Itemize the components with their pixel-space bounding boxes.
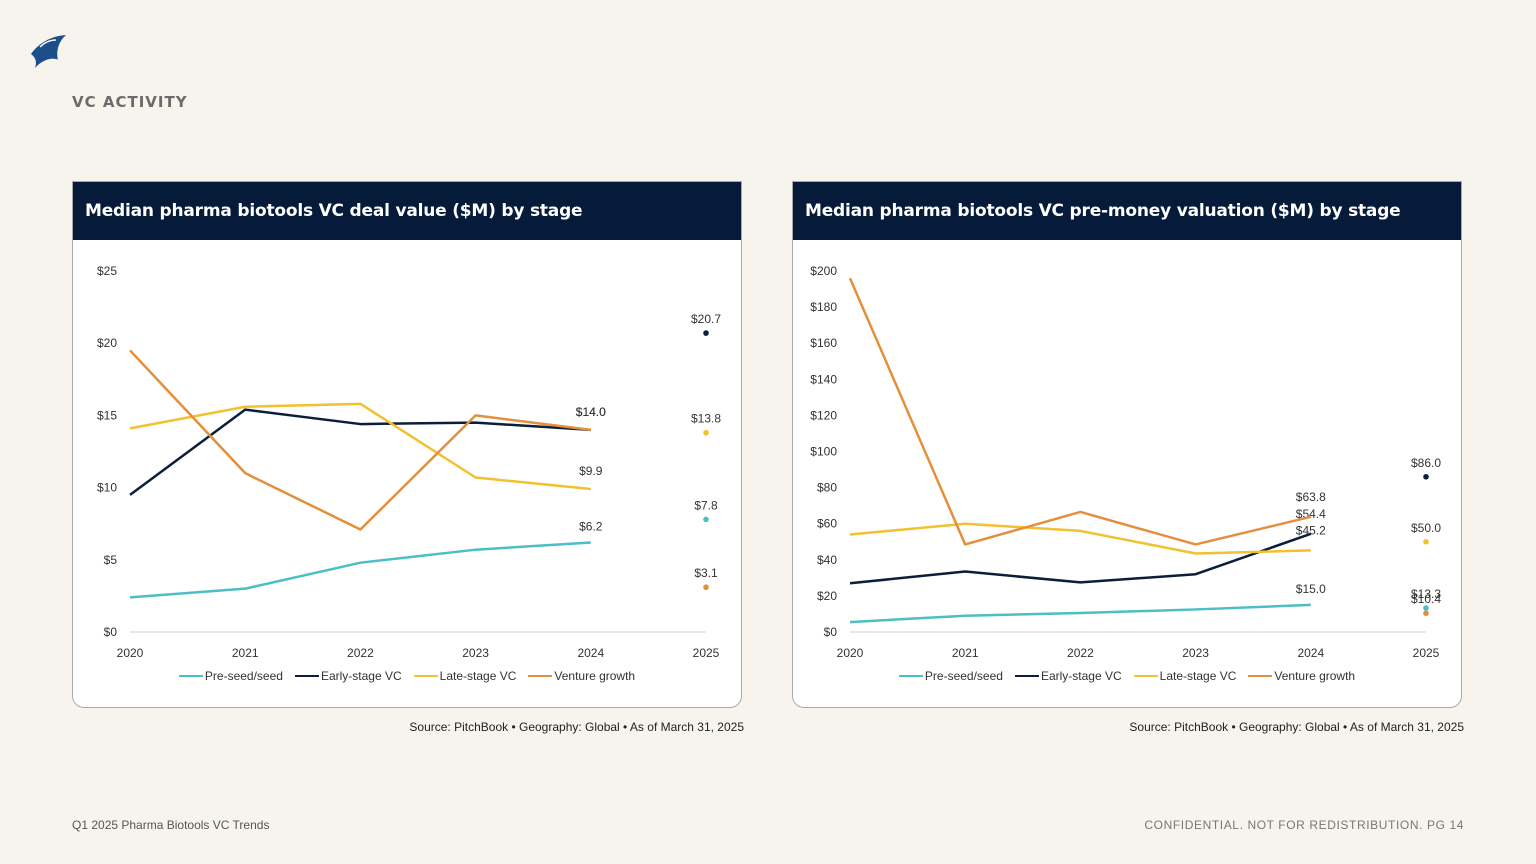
legend-item-venture-growth: Venture growth — [1248, 669, 1355, 683]
y-tick-label: $60 — [817, 517, 837, 531]
y-tick-label: $5 — [104, 553, 118, 567]
legend-swatch — [1248, 675, 1273, 677]
series-line-venture-growth — [129, 349, 591, 531]
legend-label: Early-stage VC — [320, 669, 402, 683]
legend-label: Late-stage VC — [1159, 669, 1237, 683]
y-tick-label: $120 — [810, 408, 837, 422]
data-label: $6.2 — [579, 519, 603, 533]
data-label: $3.1 — [694, 566, 718, 580]
x-tick-label: 2022 — [1067, 646, 1094, 660]
x-tick-label: 2021 — [952, 646, 979, 660]
data-point-late-stage-vc — [703, 429, 709, 436]
chart-panel-deal-value: Median pharma biotools VC deal value ($M… — [72, 181, 742, 708]
data-label: $10.4 — [1411, 592, 1441, 606]
series-line-pre-seed-seed — [849, 603, 1311, 624]
x-tick-label: 2025 — [693, 646, 720, 660]
y-tick-label: $160 — [810, 336, 837, 350]
y-tick-label: $100 — [810, 445, 837, 459]
legend-item-late-stage: Late-stage VC — [1133, 669, 1237, 683]
x-tick-label: 2023 — [462, 646, 489, 660]
legend-item-venture-growth: Venture growth — [528, 669, 635, 683]
legend-label: Early-stage VC — [1040, 669, 1122, 683]
data-label: $50.0 — [1411, 521, 1441, 535]
y-tick-label: $25 — [97, 264, 117, 278]
source-note: Source: PitchBook • Geography: Global • … — [409, 720, 744, 734]
x-tick-label: 2025 — [1413, 646, 1440, 660]
y-tick-label: $10 — [97, 481, 117, 495]
section-title: VC ACTIVITY — [72, 93, 188, 111]
series-line-early-stage-vc — [849, 532, 1312, 585]
chart-title: Median pharma biotools VC deal value ($M… — [73, 182, 741, 240]
legend-swatch — [178, 675, 203, 677]
data-label: $45.2 — [1296, 523, 1326, 537]
legend-item-early-stage: Early-stage VC — [1014, 669, 1122, 683]
footer-confidential-page: CONFIDENTIAL. NOT FOR REDISTRIBUTION. PG… — [1144, 818, 1464, 832]
series-line-venture-growth — [848, 277, 1312, 546]
y-tick-label: $140 — [810, 372, 837, 386]
data-point-pre-seed-seed — [703, 516, 709, 523]
x-tick-label: 2024 — [1297, 646, 1324, 660]
data-point-venture-growth — [703, 584, 709, 591]
sail-logo-icon — [31, 35, 66, 69]
data-label: $14.0 — [576, 405, 606, 419]
y-tick-label: $20 — [97, 336, 117, 350]
series-line-late-stage-vc — [129, 402, 591, 491]
y-tick-label: $40 — [817, 553, 837, 567]
chart-panel-pre-money-valuation: Median pharma biotools VC pre-money valu… — [792, 181, 1462, 708]
legend-swatch — [1133, 675, 1158, 677]
chart-title: Median pharma biotools VC pre-money valu… — [793, 182, 1461, 240]
valuation-chart: $0 $20 $40 $60 $80 $100 $120 $140 $160 $180 $200 20… — [810, 264, 1441, 660]
data-point-early-stage-vc — [703, 330, 709, 336]
legend-swatch — [294, 675, 319, 677]
x-tick-label: 2020 — [837, 646, 864, 660]
x-tick-label: 2022 — [347, 646, 374, 660]
series-line-early-stage-vc — [129, 408, 591, 496]
legend-item-pre-seed: Pre-seed/seed — [178, 669, 283, 683]
data-point-early-stage-vc — [1423, 473, 1429, 480]
data-label: $63.8 — [1296, 490, 1326, 504]
legend-label: Venture growth — [554, 669, 636, 683]
y-tick-label: $20 — [817, 589, 837, 603]
data-label: $13.3 — [1411, 587, 1441, 601]
footer-report-title: Q1 2025 Pharma Biotools VC Trends — [72, 818, 270, 832]
y-tick-label: $80 — [817, 481, 837, 495]
series-line-pre-seed-seed — [129, 541, 591, 599]
data-point-late-stage-vc — [1423, 538, 1429, 545]
data-label: $7.8 — [694, 498, 718, 512]
y-tick-label: $15 — [97, 408, 117, 422]
data-label: $14.0 — [576, 405, 606, 419]
legend-item-pre-seed: Pre-seed/seed — [898, 669, 1003, 683]
data-label: $15.0 — [1296, 582, 1326, 596]
legend-swatch — [528, 675, 553, 677]
legend-label: Venture growth — [1274, 669, 1356, 683]
deal-value-chart: $0 $5 $10 $15 $20 $25 2020 2021 2022 2023 2024 2025… — [97, 264, 721, 660]
legend-item-early-stage: Early-stage VC — [294, 669, 402, 683]
series-line-late-stage-vc — [849, 522, 1311, 555]
source-note: Source: PitchBook • Geography: Global • … — [1129, 720, 1464, 734]
x-tick-label: 2024 — [577, 646, 604, 660]
legend-swatch — [413, 675, 438, 677]
x-tick-label: 2023 — [1182, 646, 1209, 660]
legend-label: Late-stage VC — [439, 669, 517, 683]
x-tick-label: 2021 — [232, 646, 259, 660]
chart-legend: Pre-seed/seed Early-stage VC Late-stage … — [793, 669, 1461, 683]
data-point-venture-growth — [1423, 610, 1429, 617]
data-label: $20.7 — [691, 312, 721, 326]
y-tick-label: $180 — [810, 300, 837, 314]
legend-swatch — [1014, 675, 1039, 677]
chart-legend: Pre-seed/seed Early-stage VC Late-stage … — [73, 669, 741, 683]
legend-label: Pre-seed/seed — [924, 669, 1003, 683]
legend-item-late-stage: Late-stage VC — [413, 669, 517, 683]
y-tick-label: $0 — [824, 625, 838, 639]
data-label: $9.9 — [579, 464, 603, 478]
data-label: $54.4 — [1296, 507, 1326, 521]
y-tick-label: $0 — [104, 625, 118, 639]
legend-swatch — [898, 675, 923, 677]
legend-label: Pre-seed/seed — [204, 669, 283, 683]
y-tick-label: $200 — [810, 264, 837, 278]
data-label: $86.0 — [1411, 456, 1441, 470]
data-label: $13.8 — [691, 412, 721, 426]
x-tick-label: 2020 — [117, 646, 144, 660]
data-point-pre-seed-seed — [1423, 605, 1429, 611]
